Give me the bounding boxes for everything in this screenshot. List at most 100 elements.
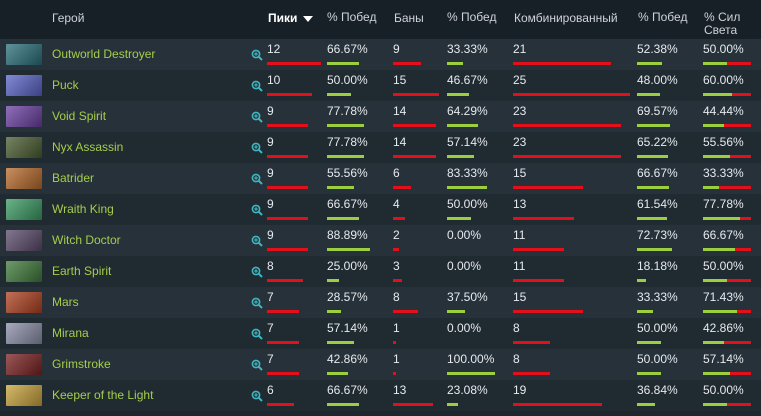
- combined-bar: [513, 62, 611, 65]
- hero-name-link[interactable]: Outworld Destroyer: [52, 47, 156, 61]
- hero-portrait[interactable]: [6, 137, 42, 158]
- radiant-bar: [703, 93, 732, 96]
- combined-bar: [513, 403, 602, 406]
- radiant-split-bar: [703, 279, 751, 282]
- combined-value: 11: [513, 228, 526, 242]
- hero-portrait[interactable]: [6, 106, 42, 127]
- magnify-plus-icon[interactable]: [251, 111, 263, 123]
- col-bans-header[interactable]: Баны: [394, 11, 424, 25]
- radiant-split-bar: [703, 217, 751, 220]
- col-combined-header[interactable]: Комбинированный: [514, 11, 618, 25]
- magnify-plus-icon[interactable]: [251, 266, 263, 278]
- hero-name-link[interactable]: Puck: [52, 78, 79, 92]
- combined-bar: [513, 372, 550, 375]
- radiant-bar: [703, 62, 727, 65]
- combined-value: 21: [513, 42, 527, 56]
- hero-name-link[interactable]: Nyx Assassin: [52, 140, 124, 154]
- col-hero-header[interactable]: Герой: [52, 11, 85, 25]
- hero-portrait[interactable]: [6, 75, 42, 96]
- col-ban-win-header[interactable]: % Побед: [447, 10, 497, 24]
- table-row[interactable]: Void Spirit 9 77.78% 14 64.29% 23 69.57% 44.44%: [0, 101, 761, 132]
- ban-win-value: 83.33%: [447, 166, 488, 180]
- hero-portrait[interactable]: [6, 323, 42, 344]
- magnify-plus-icon[interactable]: [251, 235, 263, 247]
- dire-bar: [727, 62, 751, 65]
- table-row[interactable]: Mirana 7 57.14% 1 0.00% 8 50.00% 42.86%: [0, 318, 761, 349]
- hero-name-link[interactable]: Mars: [52, 295, 79, 309]
- ban-win-value: 57.14%: [447, 135, 488, 149]
- col-radiant-header[interactable]: % Сил Света: [704, 10, 741, 37]
- hero-name-link[interactable]: Grimstroke: [52, 357, 111, 371]
- dire-bar: [737, 310, 751, 313]
- col-picks-header[interactable]: Пики: [268, 11, 314, 25]
- hero-name-link[interactable]: Mirana: [52, 326, 89, 340]
- picks-value: 9: [267, 166, 274, 180]
- magnify-plus-icon[interactable]: [251, 359, 263, 371]
- combined-win-bar: [637, 341, 661, 344]
- picks-bar: [267, 341, 299, 344]
- magnify-plus-icon[interactable]: [251, 390, 263, 402]
- portrait-shine: [6, 385, 42, 406]
- portrait-shine: [6, 137, 42, 158]
- pick-win-value: 55.56%: [327, 166, 368, 180]
- magnify-plus-icon[interactable]: [251, 297, 263, 309]
- radiant-split-bar: [703, 310, 751, 313]
- hero-name-link[interactable]: Earth Spirit: [52, 264, 112, 278]
- picks-value: 9: [267, 228, 274, 242]
- radiant-bar: [703, 341, 724, 344]
- hero-portrait[interactable]: [6, 385, 42, 406]
- hero-name-link[interactable]: Witch Doctor: [52, 233, 121, 247]
- hero-portrait[interactable]: [6, 44, 42, 65]
- hero-portrait[interactable]: [6, 168, 42, 189]
- table-row[interactable]: Batrider 9 55.56% 6 83.33% 15 66.67% 33.33%: [0, 163, 761, 194]
- bans-bar: [393, 62, 421, 65]
- table-row[interactable]: Earth Spirit 8 25.00% 3 0.00% 11 18.18% 50.00%: [0, 256, 761, 287]
- table-row[interactable]: Outworld Destroyer 12 66.67% 9 33.33% 21 52.38…: [0, 39, 761, 70]
- radiant-value: 50.00%: [703, 383, 744, 397]
- col-combined-win-header[interactable]: % Побед: [638, 10, 688, 24]
- pick-win-bar: [327, 248, 370, 251]
- table-row[interactable]: Wraith King 9 66.67% 4 50.00% 13 61.54% 77.78%: [0, 194, 761, 225]
- bans-bar: [393, 124, 436, 127]
- combined-win-value: 66.67%: [637, 166, 678, 180]
- col-picks-label: Пики: [268, 11, 298, 25]
- col-pick-win-header[interactable]: % Побед: [327, 10, 377, 24]
- hero-name-link[interactable]: Void Spirit: [52, 109, 107, 123]
- combined-win-bar: [637, 124, 670, 127]
- radiant-split-bar: [703, 186, 751, 189]
- hero-portrait[interactable]: [6, 292, 42, 313]
- hero-portrait[interactable]: [6, 199, 42, 220]
- combined-win-value: 69.57%: [637, 104, 678, 118]
- magnify-plus-icon[interactable]: [251, 142, 263, 154]
- hero-portrait[interactable]: [6, 261, 42, 282]
- hero-portrait[interactable]: [6, 354, 42, 375]
- table-row[interactable]: Mars 7 28.57% 8 37.50% 15 33.33% 71.43%: [0, 287, 761, 318]
- combined-win-bar: [637, 93, 660, 96]
- hero-name-link[interactable]: Wraith King: [52, 202, 114, 216]
- picks-bar: [267, 403, 294, 406]
- table-row[interactable]: Witch Doctor 9 88.89% 2 0.00% 11 72.73% 66.67%: [0, 225, 761, 256]
- hero-name-link[interactable]: Keeper of the Light: [52, 388, 154, 402]
- magnify-plus-icon[interactable]: [251, 328, 263, 340]
- table-row[interactable]: Grimstroke 7 42.86% 1 100.00% 8 50.00% 57.14%: [0, 349, 761, 380]
- dire-bar: [735, 248, 751, 251]
- picks-bar: [267, 279, 303, 282]
- pick-win-value: 66.67%: [327, 197, 368, 211]
- hero-portrait[interactable]: [6, 230, 42, 251]
- combined-win-value: 36.84%: [637, 383, 678, 397]
- picks-bar: [267, 124, 308, 127]
- magnify-plus-icon[interactable]: [251, 204, 263, 216]
- radiant-bar: [703, 279, 727, 282]
- magnify-plus-icon[interactable]: [251, 173, 263, 185]
- table-row[interactable]: Keeper of the Light 6 66.67% 13 23.08% 19 36.8…: [0, 380, 761, 411]
- table-row[interactable]: Puck 10 50.00% 15 46.67% 25 48.00% 60.00%: [0, 70, 761, 101]
- radiant-split-bar: [703, 341, 751, 344]
- hero-name-link[interactable]: Batrider: [52, 171, 95, 185]
- pick-win-value: 88.89%: [327, 228, 368, 242]
- radiant-bar: [703, 155, 730, 158]
- magnify-plus-icon[interactable]: [251, 80, 263, 92]
- table-row[interactable]: Nyx Assassin 9 77.78% 14 57.14% 23 65.22% 55.56…: [0, 132, 761, 163]
- combined-win-value: 65.22%: [637, 135, 678, 149]
- magnify-plus-icon[interactable]: [251, 49, 263, 61]
- portrait-shine: [6, 261, 42, 282]
